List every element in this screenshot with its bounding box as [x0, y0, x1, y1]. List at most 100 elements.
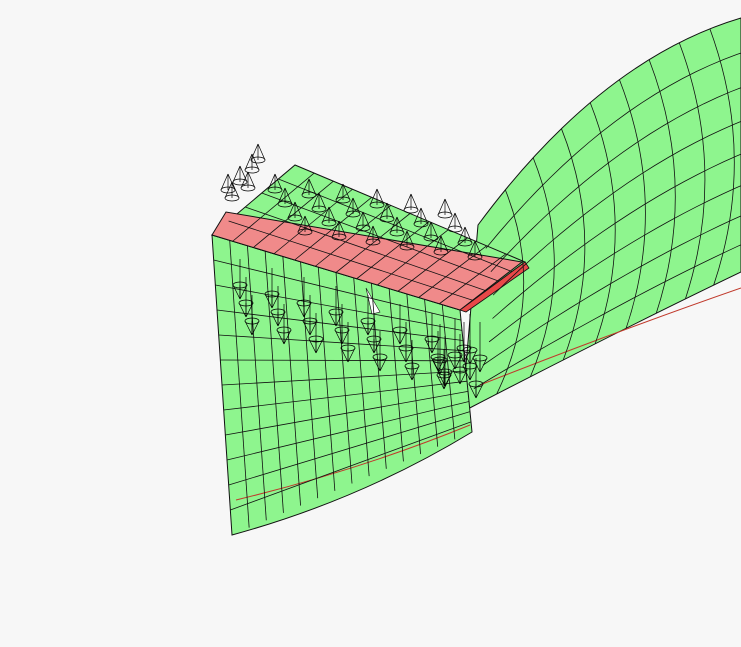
- cone-side: [447, 354, 456, 370]
- mesh-line: [485, 52, 741, 249]
- cone-side: [267, 173, 276, 191]
- cone-side: [335, 183, 344, 201]
- cone-side: [297, 215, 306, 233]
- cone-side: [456, 347, 465, 363]
- cone-side: [247, 171, 256, 189]
- cone-side: [399, 230, 408, 248]
- cone-side: [308, 178, 317, 196]
- cone-side: [232, 165, 241, 183]
- load-arrows: [220, 143, 488, 399]
- cone-side: [411, 365, 420, 381]
- cone-side: [472, 357, 481, 373]
- cone-side: [342, 183, 351, 201]
- load-arrow: [423, 221, 439, 242]
- cone-side: [398, 347, 407, 363]
- cone-side: [369, 188, 378, 206]
- mesh-line: [216, 309, 464, 341]
- cone-side: [462, 365, 471, 381]
- mesh-line: [225, 390, 469, 436]
- cone-side: [352, 197, 361, 215]
- cone-side: [389, 216, 398, 234]
- cone-side: [296, 302, 305, 318]
- cone-side: [340, 347, 349, 363]
- tube-surface: [461, 17, 741, 413]
- mesh-line: [253, 180, 334, 248]
- mesh-line: [232, 172, 315, 242]
- cone-side: [250, 143, 259, 161]
- cone-side: [301, 178, 310, 196]
- cone-side: [376, 188, 385, 206]
- cone-side: [404, 365, 413, 381]
- cone-side: [224, 181, 233, 199]
- load-arrow: [311, 192, 327, 213]
- load-arrow: [240, 171, 256, 192]
- load-arrow: [413, 207, 429, 228]
- cone-side: [430, 221, 439, 239]
- cone-side: [270, 311, 279, 327]
- cone-side: [423, 221, 432, 239]
- load-arrow: [399, 230, 415, 251]
- load-arrow: [467, 240, 483, 261]
- mesh-line: [223, 380, 468, 411]
- load-arrow: [355, 211, 371, 232]
- cone-side: [355, 211, 364, 229]
- cone-side: [360, 320, 369, 336]
- cone-side: [403, 193, 412, 211]
- cone-side: [251, 320, 260, 336]
- cone-side: [372, 356, 381, 372]
- cone-side: [362, 211, 371, 229]
- mesh-line: [215, 284, 463, 331]
- load-arrow: [392, 304, 408, 345]
- mesh-line: [226, 401, 470, 461]
- load-arrow: [472, 322, 488, 373]
- cone-side: [338, 220, 347, 238]
- cone-side: [345, 197, 354, 215]
- mesh-line: [377, 229, 449, 286]
- load-arrow: [345, 197, 361, 218]
- mesh-line: [294, 197, 372, 261]
- load-arrow: [437, 336, 453, 387]
- load-arrow: [340, 322, 356, 363]
- cone-side: [464, 226, 473, 244]
- cone-side: [244, 153, 253, 171]
- cone-side: [334, 329, 343, 345]
- cone-side: [436, 374, 445, 390]
- mesh-line: [273, 188, 353, 255]
- cone-side: [328, 311, 337, 327]
- load-arrow: [452, 334, 468, 385]
- cone-side: [386, 202, 395, 220]
- cone-side: [468, 383, 477, 399]
- cone-side: [244, 320, 253, 336]
- cone-side: [440, 235, 449, 253]
- cone-side: [347, 347, 356, 363]
- panel-surface: [211, 234, 473, 536]
- cone-side: [424, 338, 433, 354]
- cone-side: [379, 356, 388, 372]
- cone-side: [396, 216, 405, 234]
- load-arrow: [321, 206, 337, 227]
- load-arrow: [287, 201, 303, 222]
- mesh-line: [221, 370, 467, 386]
- cone-side: [475, 383, 484, 399]
- cone-side: [276, 329, 285, 345]
- cone-side: [437, 198, 446, 216]
- cone-side: [410, 193, 419, 211]
- cone-side: [366, 338, 375, 354]
- cone-side: [459, 369, 468, 385]
- load-arrow: [447, 212, 463, 233]
- cone-side: [433, 235, 442, 253]
- cone-side: [308, 338, 317, 354]
- mesh-line: [315, 205, 392, 267]
- mesh-line: [228, 411, 471, 486]
- load-arrow: [447, 319, 463, 370]
- mesh-line: [439, 253, 507, 305]
- load-arrow: [270, 286, 286, 327]
- cone-side: [331, 220, 340, 238]
- cone-side: [365, 225, 374, 243]
- cone-side: [467, 240, 476, 258]
- cone-side: [220, 173, 229, 191]
- load-arrow: [277, 187, 293, 208]
- load-arrow: [334, 304, 350, 345]
- cone-side: [474, 240, 483, 258]
- mesh-line: [220, 359, 466, 362]
